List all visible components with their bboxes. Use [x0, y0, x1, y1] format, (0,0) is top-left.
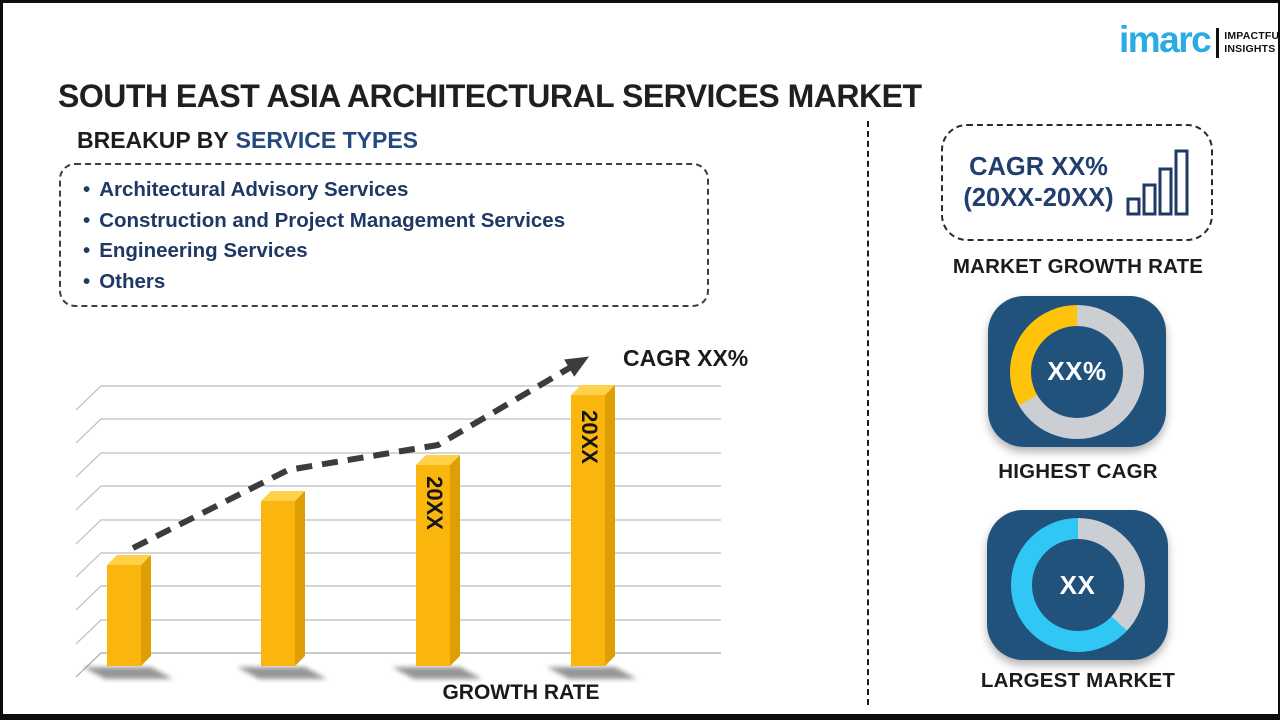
bar-chart-icon: [1126, 149, 1189, 215]
bar-side-face: [141, 555, 151, 666]
list-item: Engineering Services: [83, 236, 707, 267]
bar-shadow: [392, 667, 482, 679]
service-types-list: Architectural Advisory Services Construc…: [61, 175, 707, 297]
bar-shadows: [83, 667, 637, 679]
donut-hole: XX: [1031, 539, 1124, 631]
breakup-heading-highlight: SERVICE TYPES: [235, 127, 419, 153]
bar-shadow: [237, 667, 327, 679]
bar-label: 20XX: [422, 476, 447, 530]
donut-center-value: XX: [1059, 569, 1096, 600]
gridline-baseline: [75, 652, 721, 678]
imarc-logo: imarc IMPACTFUL INSIGHTS: [1119, 19, 1280, 60]
gridline: [75, 485, 721, 511]
list-item: Construction and Project Management Serv…: [83, 206, 707, 237]
list-item-label: Others: [99, 269, 166, 293]
gridline: [75, 585, 721, 611]
bar-front-face: [107, 565, 141, 666]
logo-tagline: IMPACTFUL INSIGHTS: [1224, 29, 1280, 55]
cagr-line1: CAGR XX%: [969, 153, 1108, 182]
largest-market-donut-chart: XX: [1010, 518, 1145, 652]
service-types-box: Architectural Advisory Services Construc…: [59, 163, 709, 307]
donut-hole: XX%: [1031, 325, 1123, 418]
gridline: [75, 519, 721, 545]
bar-label: 20XX: [577, 410, 602, 464]
chart-xlabel: GROWTH RATE: [442, 681, 599, 704]
gridline: [75, 552, 721, 578]
growth-rate-bar-chart: 20XX 20XX CAGR XX% GROWTH RATE: [75, 345, 748, 704]
bar-1: [107, 555, 151, 666]
bar-front-face: [571, 395, 605, 666]
list-item-label: Architectural Advisory Services: [99, 178, 409, 201]
bar-side-face: [295, 491, 305, 666]
bar-top-face: [571, 385, 615, 395]
bar-shadow: [547, 667, 637, 679]
list-item: Others: [83, 267, 707, 298]
gridline: [75, 619, 721, 645]
largest-market-tile: XX: [987, 510, 1168, 660]
section-divider: [867, 121, 869, 705]
bar-2: [261, 491, 305, 666]
market-growth-rate-caption: MARKET GROWTH RATE: [952, 255, 1204, 278]
cagr-line2: (20XX-20XX): [963, 183, 1114, 212]
cagr-summary-text: CAGR XX% (20XX-20XX): [963, 152, 1113, 212]
logo-tagline-line1: IMPACTFUL: [1224, 29, 1280, 42]
bar-3: 20XX: [416, 455, 460, 666]
breakup-heading-prefix: BREAKUP BY: [77, 127, 229, 153]
highest-cagr-tile: XX%: [988, 296, 1166, 447]
bar-side-face: [605, 385, 615, 666]
bar-side-face: [450, 455, 460, 666]
donut-center-value: XX%: [1047, 356, 1107, 386]
chart-grid: [75, 385, 721, 678]
chart-cagr-annotation: CAGR XX%: [623, 345, 748, 371]
cagr-summary-box: CAGR XX% (20XX-20XX): [941, 124, 1213, 241]
bar-top-face: [416, 455, 460, 465]
list-item-label: Engineering Services: [99, 239, 308, 262]
list-item: Architectural Advisory Services: [83, 175, 707, 206]
logo-tagline-line2: INSIGHTS: [1224, 42, 1276, 55]
page-title: SOUTH EAST ASIA ARCHITECTURAL SERVICES M…: [58, 78, 922, 115]
gridline: [75, 452, 721, 478]
breakup-heading: BREAKUP BY SERVICE TYPES: [77, 127, 418, 154]
logo-divider-bar: [1216, 27, 1220, 58]
gridline: [75, 385, 721, 411]
bar-4: 20XX: [571, 385, 615, 666]
bar-top-face: [261, 491, 305, 501]
highest-cagr-caption: HIGHEST CAGR: [998, 460, 1158, 483]
trend-arrow: [131, 356, 590, 551]
imarc-brand-text: imarc: [1119, 19, 1212, 60]
list-item-label: Construction and Project Management Serv…: [99, 208, 566, 232]
bar-front-face: [416, 465, 450, 666]
bar-top-face: [107, 555, 151, 565]
largest-market-caption: LARGEST MARKET: [980, 669, 1176, 692]
gridline: [75, 418, 721, 444]
bar-front-face: [261, 501, 295, 666]
highest-cagr-donut-chart: XX%: [1010, 304, 1144, 439]
bar-shadow: [83, 667, 173, 679]
